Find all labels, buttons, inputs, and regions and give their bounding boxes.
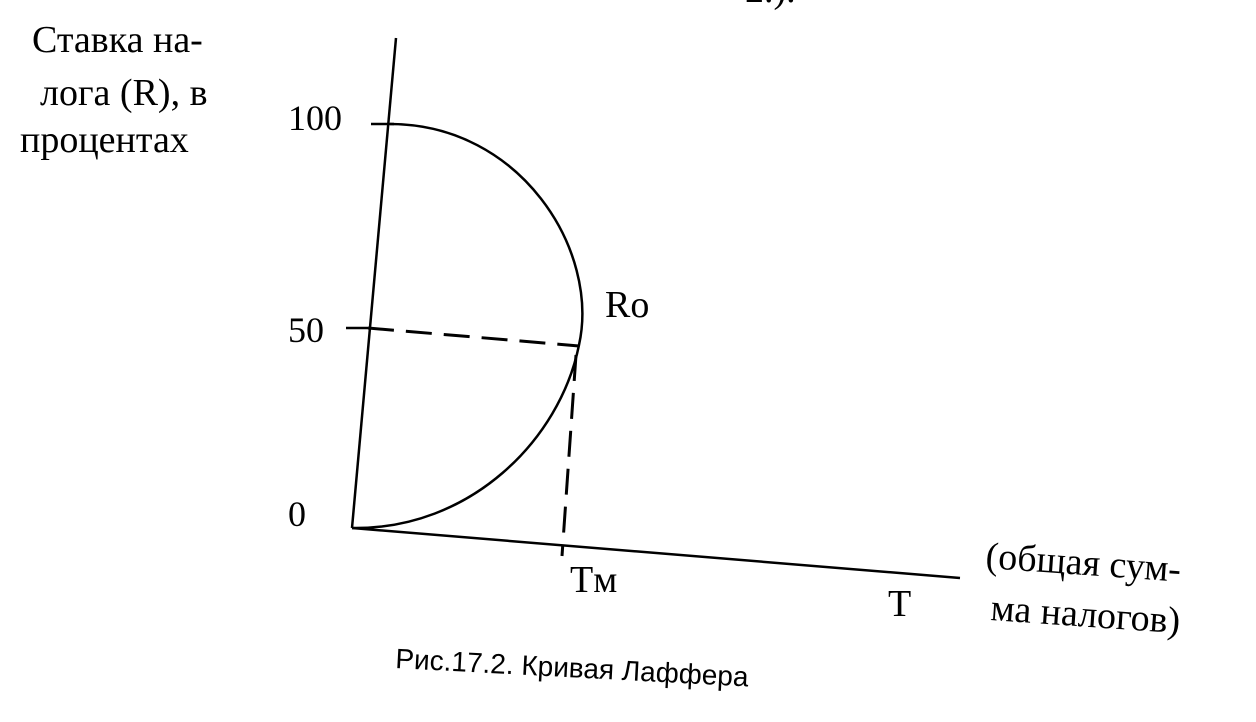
y-axis-label: процентах bbox=[20, 119, 189, 161]
x-axis bbox=[351, 526, 961, 580]
y-tick-label: 100 bbox=[288, 98, 342, 138]
dashed-line bbox=[367, 326, 580, 348]
x-axis-label: ма налогов) bbox=[989, 587, 1181, 642]
x-end-label: T bbox=[888, 583, 911, 625]
caption: Рис.17.2. Кривая Лаффера bbox=[395, 643, 750, 692]
y-tick-label: 0 bbox=[288, 494, 306, 534]
y-tick-label: 50 bbox=[288, 310, 324, 350]
curve-label: Ro bbox=[605, 284, 649, 326]
y-axis-label: лога (R), в bbox=[40, 72, 208, 114]
top-fragment: 2.). bbox=[745, 0, 796, 11]
x-mark-label: Tм bbox=[570, 559, 617, 601]
laffer-curve bbox=[351, 122, 584, 530]
y-axis bbox=[350, 37, 398, 529]
y-axis-label: Ставка на- bbox=[32, 19, 203, 61]
x-axis-label: (общая сум- bbox=[984, 535, 1182, 591]
dashed-line bbox=[560, 354, 578, 557]
